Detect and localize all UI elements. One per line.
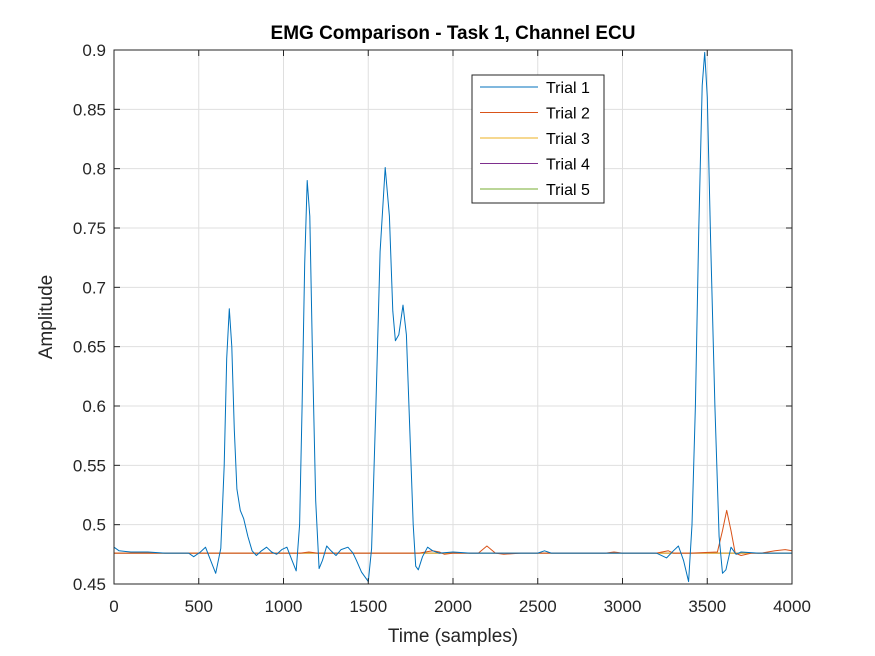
y-tick-label: 0.85	[73, 100, 106, 119]
legend-label: Trial 3	[546, 131, 590, 148]
x-tick-label: 2500	[519, 597, 557, 616]
y-tick-label: 0.5	[82, 516, 106, 535]
y-tick-label: 0.45	[73, 575, 106, 594]
legend: Trial 1 Trial 2 Trial 3 Trial 4 Trial 5	[471, 74, 605, 204]
y-tick-label: 0.7	[82, 278, 106, 297]
y-axis-label: Amplitude	[36, 275, 57, 360]
x-tick-label: 1000	[265, 597, 303, 616]
x-tick-label: 500	[185, 597, 213, 616]
x-tick-label: 3000	[604, 597, 642, 616]
x-tick-label: 0	[109, 597, 118, 616]
legend-label: Trial 5	[546, 182, 590, 199]
legend-label: Trial 2	[546, 106, 590, 123]
series-line-trial-1	[113, 51, 792, 583]
x-tick-label: 1500	[349, 597, 387, 616]
chart-title: EMG Comparison - Task 1, Channel ECU	[271, 23, 636, 44]
legend-box	[471, 74, 605, 204]
x-axis-label: Time (samples)	[388, 626, 518, 647]
legend-label: Trial 4	[546, 157, 590, 174]
y-tick-label: 0.9	[82, 41, 106, 60]
y-tick-label: 0.8	[82, 160, 106, 179]
y-tick-label: 0.6	[82, 397, 106, 416]
axis-ticks: 0 500 1000 1500 2000 2500 3000 3500 4000 0.45 0.5 0…	[73, 41, 811, 616]
legend-label: Trial 1	[546, 80, 590, 97]
y-tick-label: 0.55	[73, 456, 106, 475]
x-tick-label: 4000	[773, 597, 811, 616]
y-tick-label: 0.65	[73, 338, 106, 357]
x-tick-label: 3500	[688, 597, 726, 616]
x-tick-label: 2000	[434, 597, 472, 616]
series-lines	[113, 51, 793, 583]
y-tick-label: 0.75	[73, 219, 106, 238]
